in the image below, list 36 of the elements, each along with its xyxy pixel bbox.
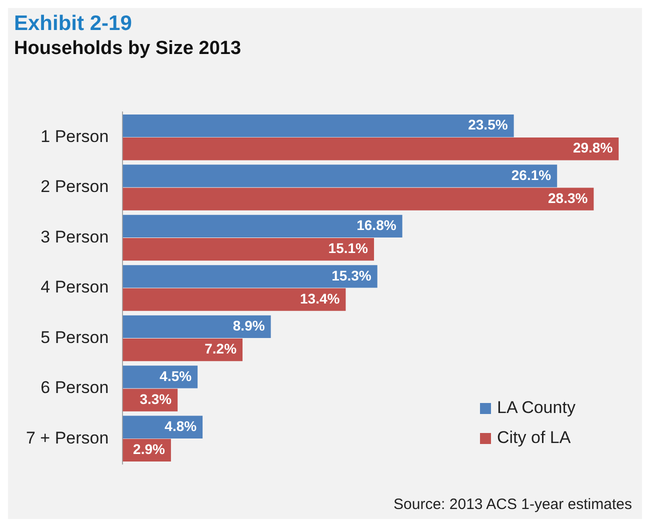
bar bbox=[122, 238, 374, 261]
data-label: 7.2% bbox=[204, 340, 238, 357]
bar bbox=[122, 164, 558, 188]
data-label: 23.5% bbox=[468, 116, 508, 133]
data-label: 15.1% bbox=[328, 240, 369, 256]
bar bbox=[122, 315, 271, 338]
legend-label: LA County bbox=[497, 398, 576, 418]
y-tick-label: 5 Person bbox=[40, 328, 109, 347]
bar bbox=[122, 338, 243, 362]
bar bbox=[122, 138, 619, 160]
bar bbox=[122, 288, 346, 311]
data-label: 8.9% bbox=[232, 318, 266, 334]
data-label: 4.8% bbox=[164, 418, 198, 434]
data-label: 28.3% bbox=[548, 190, 588, 206]
data-label: 4.5% bbox=[160, 368, 192, 384]
y-tick-label: 4 Person bbox=[40, 278, 109, 297]
bar bbox=[122, 214, 402, 238]
data-label: 26.1% bbox=[511, 166, 552, 183]
legend-label: City of LA bbox=[497, 428, 571, 448]
y-tick-label: 2 Person bbox=[40, 177, 109, 196]
bar bbox=[122, 265, 378, 288]
data-label: 29.8% bbox=[572, 140, 614, 156]
bar bbox=[122, 188, 594, 210]
y-tick-label: 6 Person bbox=[40, 378, 109, 398]
data-label: 13.4% bbox=[300, 290, 340, 306]
data-label: 2.9% bbox=[133, 441, 166, 458]
y-tick-label: 7 + Person bbox=[26, 428, 109, 448]
y-tick-label: 3 Person bbox=[40, 227, 109, 246]
chart-subtitle: Households by Size 2013 bbox=[14, 38, 242, 60]
data-label: 16.8% bbox=[356, 217, 397, 234]
bar bbox=[122, 114, 514, 138]
data-label: 3.3% bbox=[140, 390, 172, 407]
data-label: 15.3% bbox=[332, 267, 372, 284]
chart-title: Exhibit 2-19 bbox=[14, 12, 132, 36]
source-note: Source: 2013 ACS 1-year estimates bbox=[394, 496, 632, 513]
y-tick-label: 1 Person bbox=[40, 127, 109, 146]
